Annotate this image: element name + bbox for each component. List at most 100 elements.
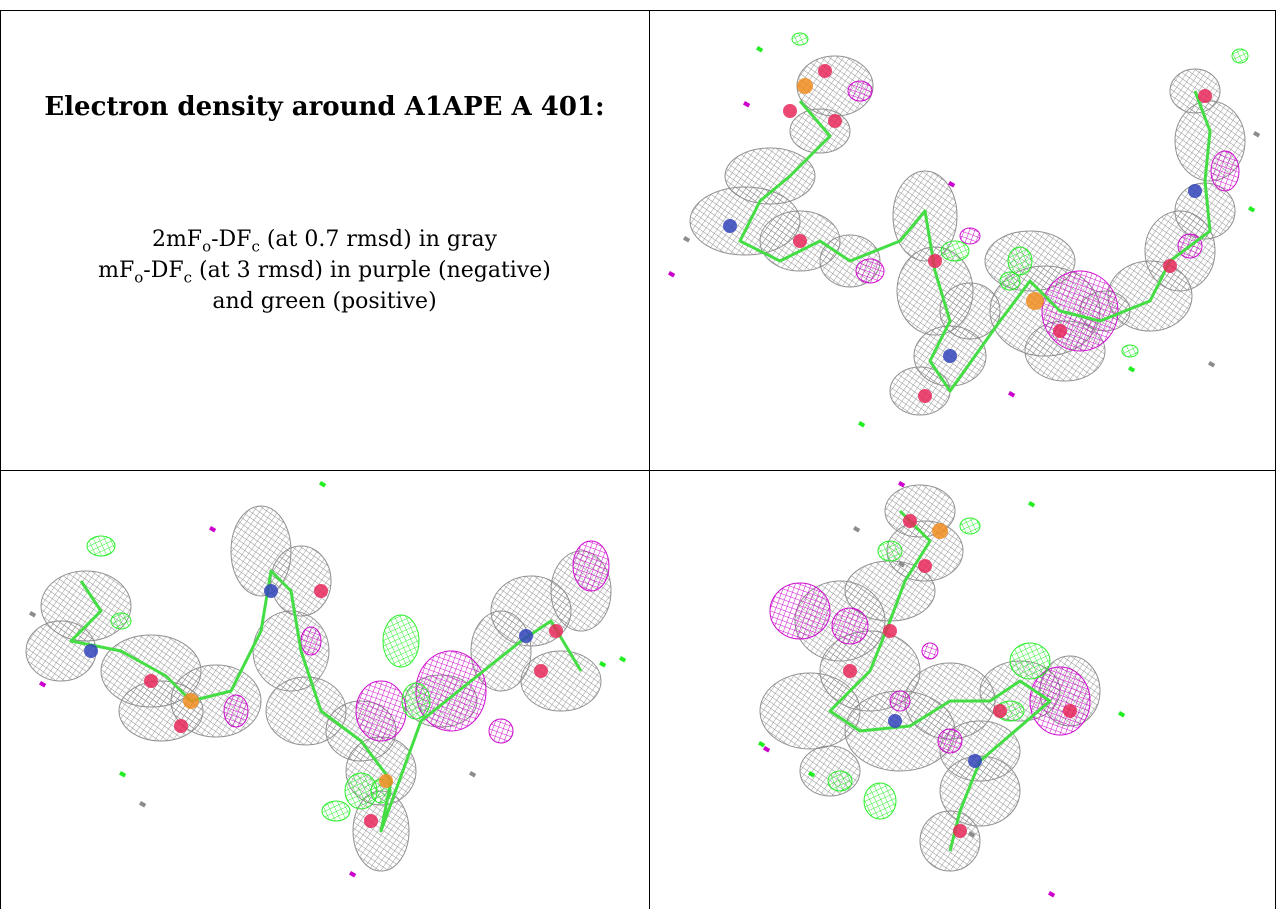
noise-speck <box>1248 206 1256 213</box>
atom-marker <box>1163 259 1177 273</box>
noise-speck <box>948 181 956 188</box>
density-mesh-positive <box>382 614 420 668</box>
atom-marker <box>144 674 158 688</box>
atom-marker <box>783 104 797 118</box>
density-mesh-negative <box>355 680 407 742</box>
atom-marker <box>797 78 813 94</box>
atom-marker <box>1053 324 1067 338</box>
noise-speck <box>599 661 607 668</box>
atom-marker <box>883 624 897 638</box>
density-mesh-positive <box>1009 642 1051 680</box>
noise-speck <box>898 561 906 568</box>
density-mesh-positive <box>110 612 132 630</box>
density-mesh-negative <box>769 582 831 640</box>
caption-cell: Electron density around A1APE A 401: 2mF… <box>0 0 649 470</box>
noise-speck <box>349 871 357 878</box>
legend-text: 2mF <box>151 227 203 252</box>
noise-speck <box>1253 131 1261 138</box>
atom-marker <box>534 664 548 678</box>
legend-line-positive: and green (positive) <box>212 289 437 314</box>
density-mesh-positive <box>959 517 981 535</box>
atom-marker <box>828 114 842 128</box>
noise-speck <box>668 270 676 278</box>
atom-marker <box>519 629 533 643</box>
density-mesh-negative <box>959 227 981 245</box>
atom-marker <box>1198 89 1212 103</box>
density-mesh-positive <box>86 535 116 557</box>
density-view-bottom-left <box>1 471 649 909</box>
noise-speck <box>683 236 691 243</box>
density-mesh-negative <box>572 540 610 592</box>
density-mesh-positive <box>877 540 903 562</box>
density-mesh-negative <box>488 718 514 744</box>
noise-speck <box>898 481 906 488</box>
noise-speck <box>743 100 751 108</box>
density-view-bottom-right <box>650 471 1275 909</box>
atom-marker <box>918 559 932 573</box>
density-render-3 <box>758 481 1126 898</box>
density-mesh-negative <box>300 626 322 656</box>
atom-marker <box>932 523 948 539</box>
noise-speck <box>763 746 771 753</box>
density-mesh-positive <box>321 800 351 822</box>
carbon-bonds <box>69 569 583 833</box>
noise-speck <box>209 526 217 533</box>
density-mesh-positive <box>827 770 853 792</box>
atom-marker <box>918 389 932 403</box>
density-mesh-negative <box>1041 270 1119 352</box>
noise-speck <box>858 421 866 428</box>
density-view-top-right <box>650 11 1275 470</box>
legend-subscript: c <box>183 268 193 287</box>
density-mesh-positive <box>1121 344 1139 358</box>
legend-text: (at 3 rmsd) in purple (negative) <box>192 258 551 283</box>
legend-text: mF <box>98 258 135 283</box>
table-rule-middle <box>0 470 1276 471</box>
density-mesh-negative <box>831 607 869 645</box>
legend-line-2fofc: 2mFo-DFc (at 0.7 rmsd) in gray <box>0 224 649 255</box>
density-mesh-positive <box>863 782 897 820</box>
atom-marker <box>968 754 982 768</box>
atom-marker <box>1026 292 1044 310</box>
density-mesh-negative <box>1029 666 1091 736</box>
atom-marker <box>174 719 188 733</box>
density-mesh-negative <box>223 694 249 728</box>
noise-speck <box>139 801 147 808</box>
atom-marker <box>993 704 1007 718</box>
atom-marker <box>903 514 917 528</box>
atom-marker <box>1188 184 1202 198</box>
density-mesh-positive <box>1231 48 1249 64</box>
noise-speck <box>1008 391 1016 398</box>
legend-subscript: o <box>202 237 212 256</box>
noise-speck <box>758 741 766 748</box>
density-mesh-negative <box>921 642 939 660</box>
legend-text: -DF <box>143 258 184 283</box>
atom-marker <box>1063 704 1077 718</box>
density-render-1 <box>668 32 1261 428</box>
density-mesh-2fofc <box>889 366 951 416</box>
density-mesh-positive <box>791 32 809 46</box>
legend-line-fofc: mFo-DFc (at 3 rmsd) in purple (negative) <box>0 255 649 286</box>
atom-marker <box>793 234 807 248</box>
table-rule-center <box>649 10 650 909</box>
atom-marker <box>84 644 98 658</box>
carbon-bonds <box>828 509 1052 852</box>
caption-legend: 2mFo-DFc (at 0.7 rmsd) in gray mFo-DFc (… <box>0 224 649 317</box>
atom-marker <box>379 774 393 788</box>
noise-speck <box>756 46 764 53</box>
noise-speck <box>968 831 976 838</box>
legend-subscript: o <box>134 268 144 287</box>
atom-marker <box>888 714 902 728</box>
caption-title: Electron density around A1APE A 401: <box>44 92 605 122</box>
table-rule-left <box>0 10 1 909</box>
density-mesh-negative <box>847 80 873 102</box>
atom-marker <box>549 624 563 638</box>
atom-marker <box>183 693 199 709</box>
noise-speck <box>319 480 327 488</box>
noise-speck <box>1048 891 1056 898</box>
density-mesh-positive <box>1007 246 1033 276</box>
noise-speck <box>619 656 627 663</box>
density-mesh-negative <box>889 690 911 712</box>
noise-speck <box>39 681 47 688</box>
density-mesh-positive <box>999 271 1021 291</box>
